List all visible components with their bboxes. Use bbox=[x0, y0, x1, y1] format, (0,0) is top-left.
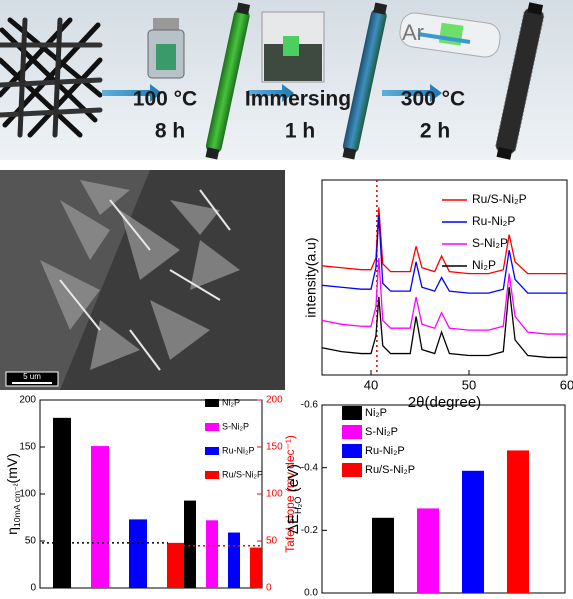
series-line bbox=[321, 207, 567, 275]
step-temp: 100 °C bbox=[133, 88, 197, 111]
x-tick-label: 40 bbox=[364, 377, 378, 392]
legend-swatch bbox=[205, 399, 219, 407]
y2-tick-label: 200 bbox=[266, 395, 283, 406]
plot-frame bbox=[321, 404, 566, 594]
y-tick-label: 150 bbox=[19, 442, 36, 453]
y-tick-label: -0.4 bbox=[301, 462, 319, 473]
legend-label: S-Ni₂P bbox=[222, 421, 249, 431]
label-part: H₂O bbox=[293, 496, 303, 514]
gas-label: Ar bbox=[402, 20, 424, 45]
bar bbox=[206, 520, 218, 588]
rod-black bbox=[495, 2, 545, 160]
step-time: 8 h bbox=[155, 120, 185, 143]
legend-label: Ni₂P bbox=[472, 258, 496, 272]
label-part: ΔE bbox=[285, 514, 302, 534]
legend-label: Ru-Ni₂P bbox=[222, 445, 255, 455]
legend-swatch bbox=[342, 444, 362, 458]
arrow bbox=[102, 84, 162, 102]
bar bbox=[507, 450, 529, 593]
legend-swatch bbox=[205, 447, 219, 455]
plot-frame bbox=[321, 179, 568, 376]
y-tick-label: 0 bbox=[30, 583, 36, 594]
bar bbox=[184, 500, 196, 588]
y2-axis-label: Tafel slope (mv dec⁻¹) bbox=[283, 435, 297, 553]
y-axis-label: η10mA cm⁻²(mV) bbox=[4, 453, 23, 535]
rod-blue bbox=[342, 2, 388, 160]
series-line bbox=[321, 257, 567, 335]
step-temp: 300 °C bbox=[401, 88, 465, 111]
rod-green bbox=[205, 2, 251, 160]
legend-label: S-Ni₂P bbox=[472, 236, 508, 250]
y-tick-label: 50 bbox=[25, 536, 37, 547]
label-part: (mV) bbox=[4, 453, 20, 483]
sem-image: 5 um bbox=[0, 170, 285, 390]
y-axis-label: ΔEH₂O (eV) bbox=[285, 464, 303, 534]
bar bbox=[91, 446, 109, 588]
bar bbox=[250, 547, 262, 588]
legend-label: Ru-Ni₂P bbox=[365, 445, 405, 457]
bar bbox=[417, 508, 439, 593]
label-part: (eV) bbox=[285, 464, 302, 497]
schematic: 100 °C 8 h Immersing 1 h Ar 300 °C 2 h bbox=[0, 0, 573, 160]
legend-label: Ru/S-Ni₂P bbox=[365, 464, 415, 476]
label-part: η bbox=[4, 527, 20, 535]
legend-swatch bbox=[205, 423, 219, 431]
tube-furnace bbox=[399, 12, 501, 58]
arrow bbox=[382, 84, 442, 102]
step-action: Immersing bbox=[245, 88, 351, 111]
step-time: 1 h bbox=[285, 120, 315, 143]
bar bbox=[53, 417, 71, 588]
step-time: 2 h bbox=[420, 120, 450, 143]
x-tick-label: 60 bbox=[560, 377, 573, 392]
legend-swatch bbox=[342, 425, 362, 439]
bar bbox=[167, 542, 185, 588]
series-line bbox=[321, 287, 567, 359]
bar bbox=[129, 519, 147, 588]
y-axis-label: intensity(a.u) bbox=[303, 237, 319, 317]
legend-label: Ni₂P bbox=[222, 397, 240, 407]
y2-tick-label: 100 bbox=[266, 489, 283, 500]
y-tick-label: -0.2 bbox=[301, 525, 319, 536]
y-tick-label: 0.0 bbox=[304, 588, 318, 599]
y2-tick-label: 50 bbox=[266, 536, 278, 547]
legend-swatch bbox=[342, 463, 362, 477]
legend-label: Ru/S-Ni₂P bbox=[222, 469, 263, 479]
autoclave bbox=[147, 18, 185, 79]
legend-swatch bbox=[205, 471, 219, 479]
legend-label: Ru/S-Ni₂P bbox=[472, 192, 527, 206]
bar bbox=[372, 517, 394, 593]
carbon-cloth bbox=[0, 17, 103, 138]
arrow bbox=[248, 84, 294, 102]
legend-swatch bbox=[342, 406, 362, 420]
beaker bbox=[261, 11, 325, 83]
bar bbox=[462, 470, 484, 593]
legend-label: Ni₂P bbox=[365, 407, 387, 419]
y-tick-label: 100 bbox=[19, 489, 36, 500]
series-line bbox=[321, 215, 567, 294]
legend-label: S-Ni₂P bbox=[365, 426, 398, 438]
x-tick-label: 50 bbox=[462, 377, 476, 392]
y-tick-label: 200 bbox=[19, 395, 36, 406]
bar bbox=[228, 532, 240, 588]
y-tick-label: -0.6 bbox=[301, 400, 319, 411]
label-part: 10mA cm⁻² bbox=[12, 483, 22, 527]
x-axis-label: 2θ(degree) bbox=[408, 394, 481, 411]
y2-tick-label: 0 bbox=[266, 583, 272, 594]
y2-tick-label: 150 bbox=[266, 442, 283, 453]
scale-bar-label: 5 um bbox=[23, 372, 41, 381]
legend-label: Ru-Ni₂P bbox=[472, 214, 515, 228]
